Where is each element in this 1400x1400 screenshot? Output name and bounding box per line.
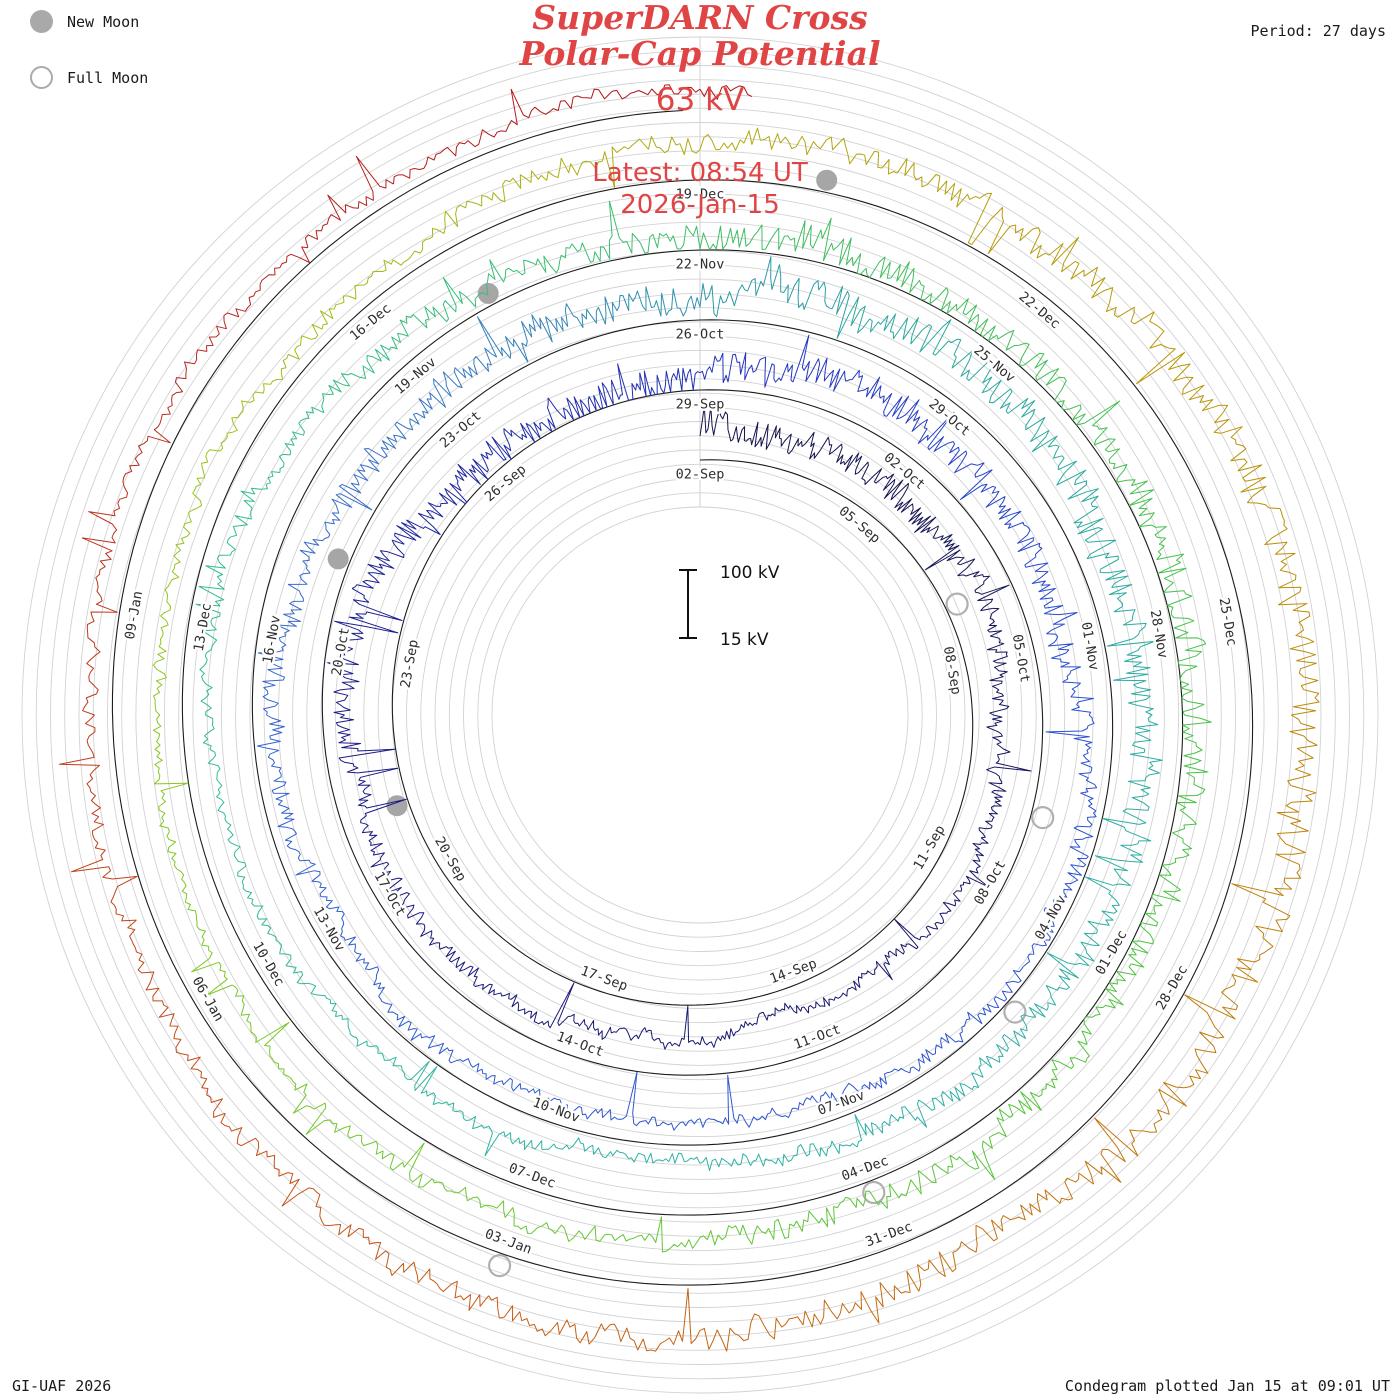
date-label-06-Jan: 06-Jan (189, 974, 227, 1024)
baseline-spiral (111, 109, 1254, 1286)
date-label-22-Dec: 22-Dec (1016, 289, 1064, 333)
date-label-19-Nov: 19-Nov (392, 354, 440, 398)
potential-trace (59, 84, 1320, 1352)
credit-right: Condegram plotted Jan 15 at 09:01 UT (1064, 1377, 1390, 1395)
date-label-08-Sep: 08-Sep (940, 645, 964, 696)
date-label-26-Oct: 26-Oct (676, 327, 725, 343)
legend-full-moon: Full Moon (30, 66, 148, 89)
new-moon-icon (30, 10, 53, 33)
date-label-14-Sep: 14-Sep (768, 956, 819, 988)
date-label-29-Oct: 29-Oct (926, 396, 974, 440)
credit-left: GI-UAF 2026 (12, 1377, 112, 1395)
scale-bottom-label: 15 kV (720, 630, 769, 650)
date-label-17-Sep: 17-Sep (578, 963, 629, 995)
date-label-16-Nov: 16-Nov (260, 614, 284, 665)
date-label-20-Oct: 20-Oct (329, 626, 353, 677)
period-label: Period: 27 days (1250, 22, 1386, 40)
date-label-09-Jan: 09-Jan (122, 590, 146, 641)
date-label-05-Oct: 05-Oct (1009, 633, 1033, 684)
scale-top-label: 100 kV (720, 563, 780, 583)
date-labels: 02-Sep05-Sep08-Sep11-Sep14-Sep17-Sep20-S… (119, 184, 1242, 1260)
date-label-26-Sep: 26-Sep (482, 461, 530, 505)
scale-bar: 100 kV 15 kV (679, 563, 780, 650)
date-label-28-Nov: 28-Nov (1147, 609, 1171, 660)
date-label-11-Oct: 11-Oct (792, 1021, 843, 1053)
date-label-01-Dec: 01-Dec (1092, 927, 1130, 977)
date-label-16-Dec: 16-Dec (347, 301, 395, 345)
moon-phase-markers (327, 169, 1055, 1278)
legend-new-moon-label: New Moon (67, 12, 140, 31)
date-label-28-Dec: 28-Dec (1153, 962, 1191, 1012)
date-label-07-Nov: 07-Nov (816, 1087, 867, 1119)
date-label-02-Sep: 02-Sep (676, 467, 725, 483)
date-label-20-Sep: 20-Sep (431, 834, 469, 884)
date-label-29-Sep: 29-Sep (676, 397, 725, 413)
legend-full-moon-label: Full Moon (67, 68, 149, 87)
date-label-08-Oct: 08-Oct (971, 857, 1009, 907)
date-label-04-Dec: 04-Dec (839, 1153, 890, 1185)
date-label-25-Dec: 25-Dec (1216, 597, 1240, 648)
date-label-23-Sep: 23-Sep (398, 638, 422, 689)
date-label-19-Dec: 19-Dec (676, 187, 725, 203)
date-label-11-Sep: 11-Sep (910, 822, 948, 872)
grid-layer (21, 36, 1379, 1394)
legend-new-moon: New Moon (30, 10, 139, 33)
date-label-13-Dec: 13-Dec (191, 602, 215, 653)
full-moon-icon (30, 66, 53, 89)
date-label-22-Nov: 22-Nov (676, 257, 725, 273)
date-label-31-Dec: 31-Dec (863, 1219, 914, 1251)
